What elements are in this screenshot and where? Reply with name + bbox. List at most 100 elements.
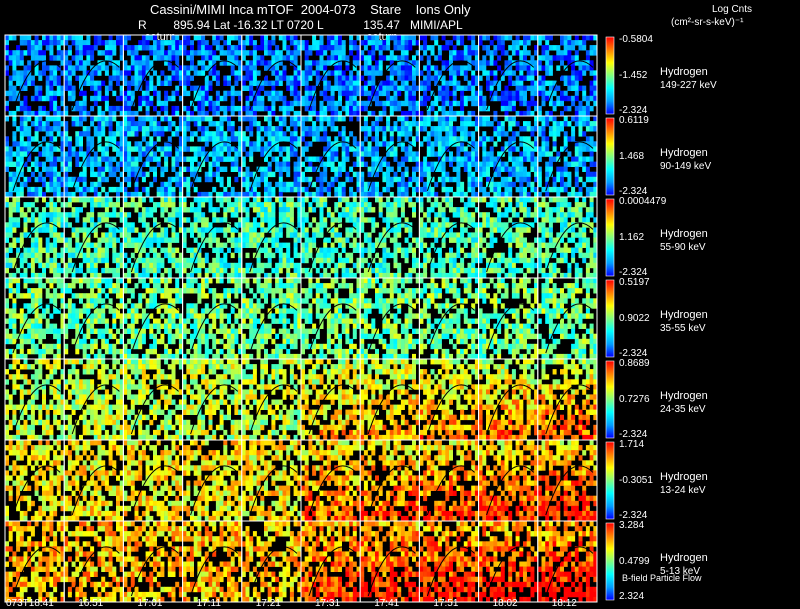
fov-contour: [12, 384, 61, 435]
heatmap-panel: [5, 116, 65, 198]
colorbar-min-label: 2.324: [619, 591, 645, 602]
fov-contour: [249, 60, 298, 111]
heatmap-panel: [419, 359, 479, 441]
heatmap-panel: [301, 197, 361, 279]
fov-contour: [367, 222, 416, 273]
fov-contour: [249, 141, 298, 192]
heatmap-panel: [419, 116, 479, 198]
colorbar-mid-label: 1.468: [619, 150, 645, 162]
row-energy-label: 24-35 keV: [660, 404, 706, 415]
row-energy-label: 90-149 keV: [660, 161, 712, 172]
panel-border: [537, 520, 598, 603]
fov-contour: [545, 222, 594, 273]
fov-contour: [308, 465, 357, 516]
heatmap-panel: [419, 521, 479, 603]
fov-contour: [426, 141, 475, 192]
fov-contour: [12, 222, 61, 273]
colorbar: [605, 36, 615, 115]
heatmap-panel: [360, 440, 420, 522]
fov-contour: [486, 546, 535, 597]
time-tick-label: 17:11: [196, 598, 221, 609]
fov-contour: [190, 60, 239, 111]
colorbar-mid-label: -0.3051: [619, 474, 653, 486]
heatmap-panel: [123, 197, 183, 279]
colorbar-mid-label: 0.9022: [619, 312, 650, 324]
heatmap-panel: [478, 278, 539, 360]
fov-contour: [190, 303, 239, 354]
colorbar-mid-label: -1.452: [619, 69, 648, 81]
heatmap-panel: [478, 440, 539, 522]
fov-contour: [545, 60, 594, 111]
fov-contour: [130, 546, 179, 597]
fov-contour: [426, 60, 475, 111]
time-tick-label: 17:31: [315, 598, 341, 609]
fov-contour: [130, 60, 179, 111]
fov-contour: [486, 465, 535, 516]
fov-contour: [308, 384, 357, 435]
colorbar-max-label: 0.6119: [619, 115, 649, 126]
row-energy-label: 55-90 keV: [660, 242, 706, 253]
fov-contour: [486, 384, 535, 435]
row-species-label: Hydrogen: [660, 66, 708, 78]
heatmap-panel: [5, 359, 65, 441]
fov-contour: [190, 465, 239, 516]
colorbar-mid-label: 0.7276: [619, 393, 650, 405]
heatmap-panel: [478, 197, 539, 279]
time-tick-label: 16:51: [78, 598, 104, 609]
fov-contour: [130, 465, 179, 516]
heatmap-panel: [64, 440, 124, 522]
row-species-label: Hydrogen: [660, 552, 708, 564]
fov-contour: [249, 465, 298, 516]
heatmap-panel: [182, 521, 243, 603]
heatmap-panel: [301, 440, 361, 522]
row-energy-label: 35-55 keV: [660, 323, 706, 334]
heatmap-panel: [537, 278, 598, 360]
heatmap-panel: [241, 359, 302, 441]
colorbar-min-label: -2.324: [619, 267, 648, 278]
colorbar-mid-label: 0.4799: [619, 555, 650, 567]
heatmap-panel: [64, 521, 124, 603]
fov-contour: [426, 465, 475, 516]
heatmap-panel: [301, 35, 361, 117]
heatmap-panel: [241, 521, 302, 603]
time-tick-label: 17:21: [255, 598, 281, 609]
fov-contour: [71, 60, 120, 111]
fov-contour: [71, 141, 120, 192]
heatmap-panel: [360, 359, 420, 441]
heatmap-panel: [64, 359, 124, 441]
heatmap-panel: [478, 521, 539, 603]
heatmap-panel: [5, 278, 65, 360]
fov-contour: [426, 222, 475, 273]
time-tick-label: 17:51: [433, 598, 459, 609]
fov-contour: [249, 222, 298, 273]
heatmap-panel: [537, 35, 598, 117]
heatmap-panel: [241, 440, 302, 522]
heatmap-panel: [64, 116, 124, 198]
fov-contour: [308, 60, 357, 111]
fov-contour: [545, 546, 594, 597]
row-species-label: Hydrogen: [660, 471, 708, 483]
bfield-note: B-field Particle Flow: [622, 573, 702, 583]
heatmap-panel: [478, 35, 539, 117]
time-tick-label: 17:01: [137, 598, 163, 609]
chart-title: Cassini/MIMI Inca mTOF 2004-073 Stare Io…: [150, 2, 471, 17]
heatmap-panel: [537, 440, 598, 522]
colorbar-min-label: -2.324: [619, 348, 648, 359]
fov-contour: [71, 465, 120, 516]
heatmap-panel: [241, 278, 302, 360]
fov-contour: [486, 222, 535, 273]
time-tick-label: 18:02: [492, 598, 518, 609]
time-tick-label: 073T18:41: [6, 598, 54, 609]
row-species-label: Hydrogen: [660, 147, 708, 159]
colorbar-max-label: 1.714: [619, 439, 645, 450]
heatmap-panel: [360, 197, 420, 279]
colorbar-max-label: 0.0004479: [619, 196, 667, 207]
heatmap-panel: [360, 116, 420, 198]
colorbar-unit-title: Log Cnts: [712, 4, 753, 15]
heatmap-panel: [301, 359, 361, 441]
fov-contour: [545, 141, 594, 192]
fov-contour: [71, 222, 120, 273]
heatmap-panel: [360, 35, 420, 117]
fov-contour: [249, 384, 298, 435]
